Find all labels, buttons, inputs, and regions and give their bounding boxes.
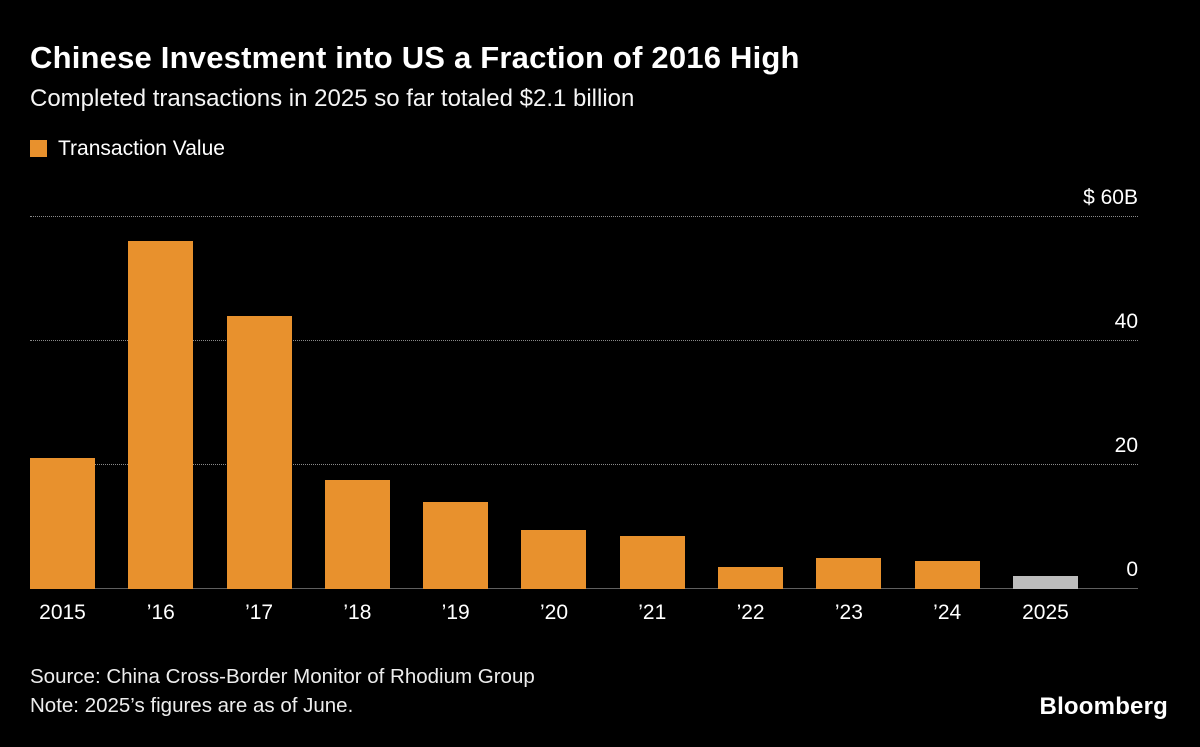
bar-’19 [423, 501, 489, 589]
y-tick-label-40: 40 [1114, 309, 1138, 333]
bar-’16 [128, 241, 194, 589]
x-tick-label-’24: ’24 [933, 600, 962, 624]
bar-chart: 0 20 40 $ 60B 2015 ’16 ’17 ’18 ’19 ’20 ’21 ’22 ’23 ’… [30, 187, 1170, 625]
footnotes: Source: China Cross-Border Monitor of Rh… [30, 662, 535, 721]
x-tick-label-’23: ’23 [834, 600, 863, 624]
legend-swatch-icon [30, 140, 47, 158]
bar-2015 [30, 458, 95, 589]
y-tick-label-60: $ 60B [1083, 185, 1138, 209]
bar-’23 [816, 557, 882, 589]
gridline-40 [30, 339, 1138, 341]
bar-’20 [521, 529, 587, 589]
x-tick-label-’21: ’21 [638, 600, 667, 624]
chart-header: Chinese Investment into US a Fraction of… [0, 0, 1200, 113]
footer: Source: China Cross-Border Monitor of Rh… [30, 662, 1168, 721]
chart-title: Chinese Investment into US a Fraction of… [30, 40, 800, 75]
legend: Transaction Value [30, 137, 1170, 161]
plot-area: 0 20 40 $ 60B [30, 187, 1138, 589]
x-tick-label-’18: ’18 [343, 600, 372, 624]
bars-group [30, 217, 1078, 589]
gridline-20 [30, 463, 1138, 465]
legend-label: Transaction Value [58, 136, 225, 160]
y-tick-label-20: 20 [1114, 433, 1138, 457]
x-tick-label-2025: 2025 [1022, 600, 1069, 624]
gridline-60 [30, 215, 1138, 217]
y-tick-label-0: 0 [1126, 557, 1138, 581]
x-tick-label-’20: ’20 [539, 600, 568, 624]
bar-’24 [914, 560, 980, 589]
note-text: Note: 2025’s figures are as of June. [30, 694, 354, 718]
x-tick-label-’17: ’17 [245, 600, 274, 624]
x-tick-label-’16: ’16 [146, 600, 175, 624]
bar-’18 [324, 480, 390, 589]
bar-’22 [718, 566, 784, 589]
bar-2025 [1012, 575, 1078, 589]
x-tick-label-’22: ’22 [736, 600, 765, 624]
x-tick-label-2015: 2015 [39, 600, 86, 624]
x-axis: 2015 ’16 ’17 ’18 ’19 ’20 ’21 ’22 ’23 ’24 2025 [30, 601, 1078, 625]
bar-’21 [619, 535, 685, 589]
bar-’17 [226, 315, 292, 589]
bloomberg-logo: Bloomberg [1039, 693, 1168, 720]
source-text: Source: China Cross-Border Monitor of Rh… [30, 664, 535, 688]
x-tick-label-’19: ’19 [441, 600, 470, 624]
chart-subtitle: Completed transactions in 2025 so far to… [30, 84, 635, 112]
